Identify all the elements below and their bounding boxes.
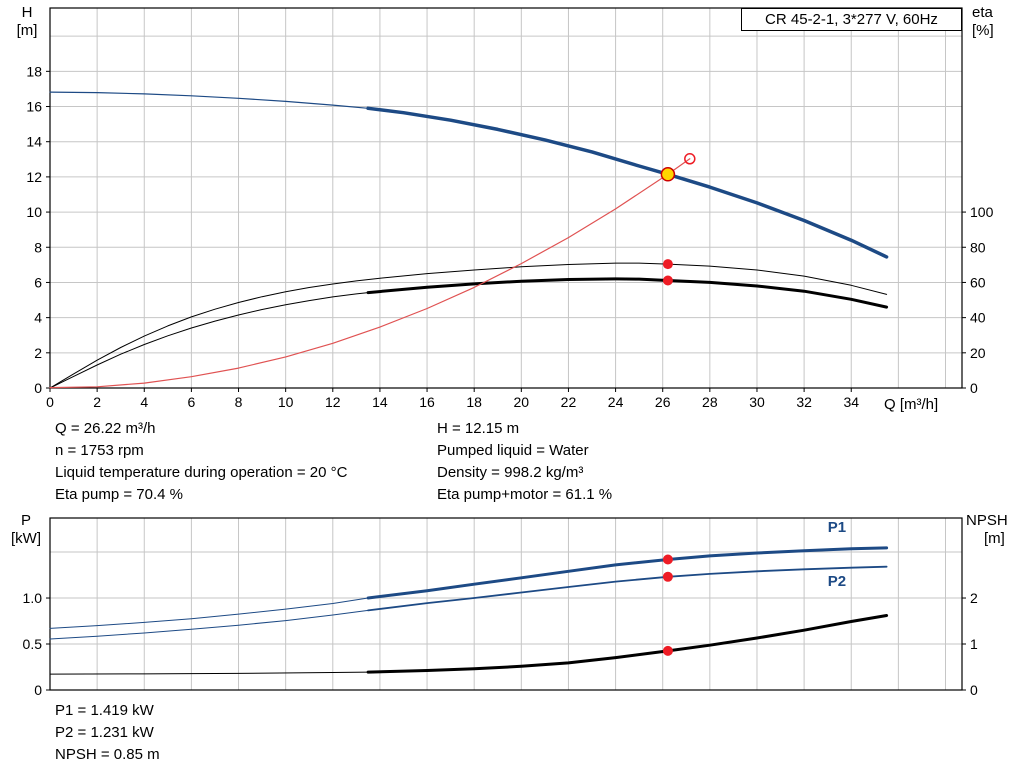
qh-curve — [366, 106, 889, 259]
info-eta-pump: Eta pump = 70.4 % — [55, 486, 183, 503]
eta-pump-point — [662, 259, 673, 270]
y-axis-unit-m: [m] — [16, 22, 38, 39]
y-left-tick-label: 8 — [34, 239, 42, 255]
y-right-tick-label: 20 — [970, 345, 986, 361]
p1-curve-thin — [49, 597, 369, 629]
y-axis-label-h: H — [21, 4, 33, 21]
series-label-p2: P2 — [828, 573, 846, 590]
duty-point — [660, 167, 676, 182]
info-eta-pump-motor: Eta pump+motor = 61.1 % — [437, 486, 613, 503]
y-left-tick-label: 14 — [26, 134, 42, 150]
y-axis-unit-kw: [kW] — [11, 530, 41, 547]
info-head: H = 12.15 m — [437, 420, 520, 437]
eta-pump-motor-point — [662, 275, 673, 286]
y-left-tick-label: 0.5 — [23, 636, 43, 652]
info-liquid-temp: Liquid temperature during operation = 20… — [55, 464, 348, 481]
info-pumped-liquid: Pumped liquid = Water — [437, 442, 589, 459]
y-right-tick-label: 60 — [970, 274, 986, 290]
x-tick-label: 18 — [466, 394, 482, 410]
eta-pump-motor-curve-thin — [49, 292, 369, 389]
eta-pump-curve — [49, 262, 888, 389]
y-right-tick-label: 80 — [970, 239, 986, 255]
x-tick-label: 2 — [93, 394, 101, 410]
plot-border — [49, 517, 963, 691]
result-p2: P2 = 1.231 kW — [55, 724, 154, 741]
y-right-tick-label: 0 — [970, 682, 978, 698]
chart-area-0: 0 2 4 6 8 10 12 14 16 18 20 22 24 26 28 30 32 34024681012… — [26, 7, 994, 410]
y-left-tick-label: 0 — [34, 682, 42, 698]
x-axis-label-q: Q [m³/h] — [884, 396, 939, 413]
x-tick-label: 22 — [561, 394, 577, 410]
y-axis-label-npsh: NPSH — [966, 512, 1008, 529]
eta-pump-motor-curve — [366, 277, 889, 309]
x-tick-label: 30 — [749, 394, 765, 410]
p1-point — [662, 554, 673, 565]
x-tick-label: 20 — [514, 394, 530, 410]
p2-curve-thin — [49, 609, 369, 640]
y-right-tick-label: 1 — [970, 636, 978, 652]
info-density: Density = 998.2 kg/m³ — [437, 464, 584, 481]
y-right-tick-label: 0 — [970, 380, 978, 396]
chart-area-1: 0 0.5 1.0 0 1 2 P1 P2 — [23, 517, 978, 698]
y-right-tick-label: 40 — [970, 310, 986, 326]
x-tick-label: 10 — [278, 394, 294, 410]
y-left-tick-label: 1.0 — [23, 590, 43, 606]
y-left-tick-label: 16 — [26, 99, 42, 115]
result-p1: P1 = 1.419 kW — [55, 702, 154, 719]
p1-curve — [366, 546, 889, 600]
y-left-tick-label: 12 — [26, 169, 42, 185]
result-npsh: NPSH = 0.85 m — [55, 746, 160, 763]
y-left-tick-label: 4 — [34, 310, 42, 326]
y-left-tick-label: 10 — [26, 204, 42, 220]
npsh-curve — [366, 614, 889, 674]
x-tick-label: 28 — [702, 394, 718, 410]
y-axis-label-p: P — [20, 512, 31, 529]
x-tick-label: 34 — [843, 394, 859, 410]
x-tick-label: 6 — [187, 394, 195, 410]
npsh-point — [662, 645, 673, 656]
y-left-tick-label: 6 — [34, 274, 42, 290]
curve-title-box: CR 45-2-1, 3*277 V, 60Hz — [741, 8, 962, 31]
x-tick-label: 0 — [46, 394, 54, 410]
npsh-curve-thin — [49, 671, 369, 675]
y-right-tick-label: 100 — [970, 204, 994, 220]
p2-curve — [367, 565, 888, 612]
y-left-tick-label: 18 — [26, 63, 42, 79]
rated-point — [684, 153, 696, 165]
x-tick-label: 12 — [325, 394, 341, 410]
y-right-tick-label: 2 — [970, 590, 978, 606]
series-label-p1: P1 — [828, 519, 846, 536]
y-left-tick-label: 0 — [34, 380, 42, 396]
p2-point — [662, 571, 673, 582]
x-tick-label: 26 — [655, 394, 671, 410]
x-tick-label: 24 — [608, 394, 624, 410]
x-tick-label: 32 — [796, 394, 812, 410]
y-axis-label-eta: eta — [972, 4, 993, 21]
info-flow: Q = 26.22 m³/h — [55, 420, 156, 437]
x-tick-label: 16 — [419, 394, 435, 410]
system-curve — [49, 158, 691, 389]
y-left-tick-label: 2 — [34, 345, 42, 361]
plot-border — [49, 7, 963, 389]
x-tick-label: 14 — [372, 394, 388, 410]
x-tick-label: 8 — [235, 394, 243, 410]
y-axis-unit-npsh-m: [m] — [984, 530, 1005, 547]
qh-curve-thin — [49, 91, 369, 109]
x-tick-label: 4 — [140, 394, 148, 410]
info-speed: n = 1753 rpm — [55, 442, 144, 459]
y-axis-unit-percent: [%] — [972, 22, 994, 39]
